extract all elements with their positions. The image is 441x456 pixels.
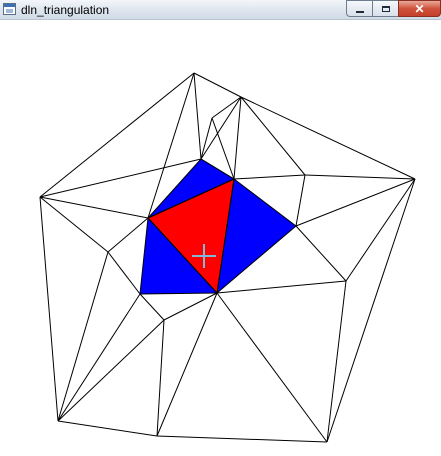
window-controls: ✕ — [346, 0, 441, 18]
neighbor-triangle-top — [148, 159, 234, 218]
selected-triangle — [148, 179, 234, 293]
drawing-canvas[interactable] — [0, 20, 441, 456]
maximize-icon — [381, 5, 390, 12]
triangulation-edges — [39, 72, 416, 443]
close-button[interactable]: ✕ — [398, 0, 441, 17]
minimize-icon — [355, 10, 364, 13]
app-window-icon[interactable] — [3, 3, 16, 15]
title-bar[interactable]: dln_triangulation ✕ — [0, 0, 441, 20]
maximize-button[interactable] — [372, 0, 398, 17]
highlighted-triangles — [140, 159, 296, 294]
window-title: dln_triangulation — [21, 3, 110, 17]
triangulation-drawing[interactable] — [0, 20, 441, 456]
neighbor-triangle-right — [217, 179, 296, 293]
crosshair-icon — [192, 244, 216, 268]
close-icon: ✕ — [414, 1, 425, 16]
minimize-button[interactable] — [346, 0, 372, 17]
neighbor-triangle-bottom — [140, 218, 217, 294]
